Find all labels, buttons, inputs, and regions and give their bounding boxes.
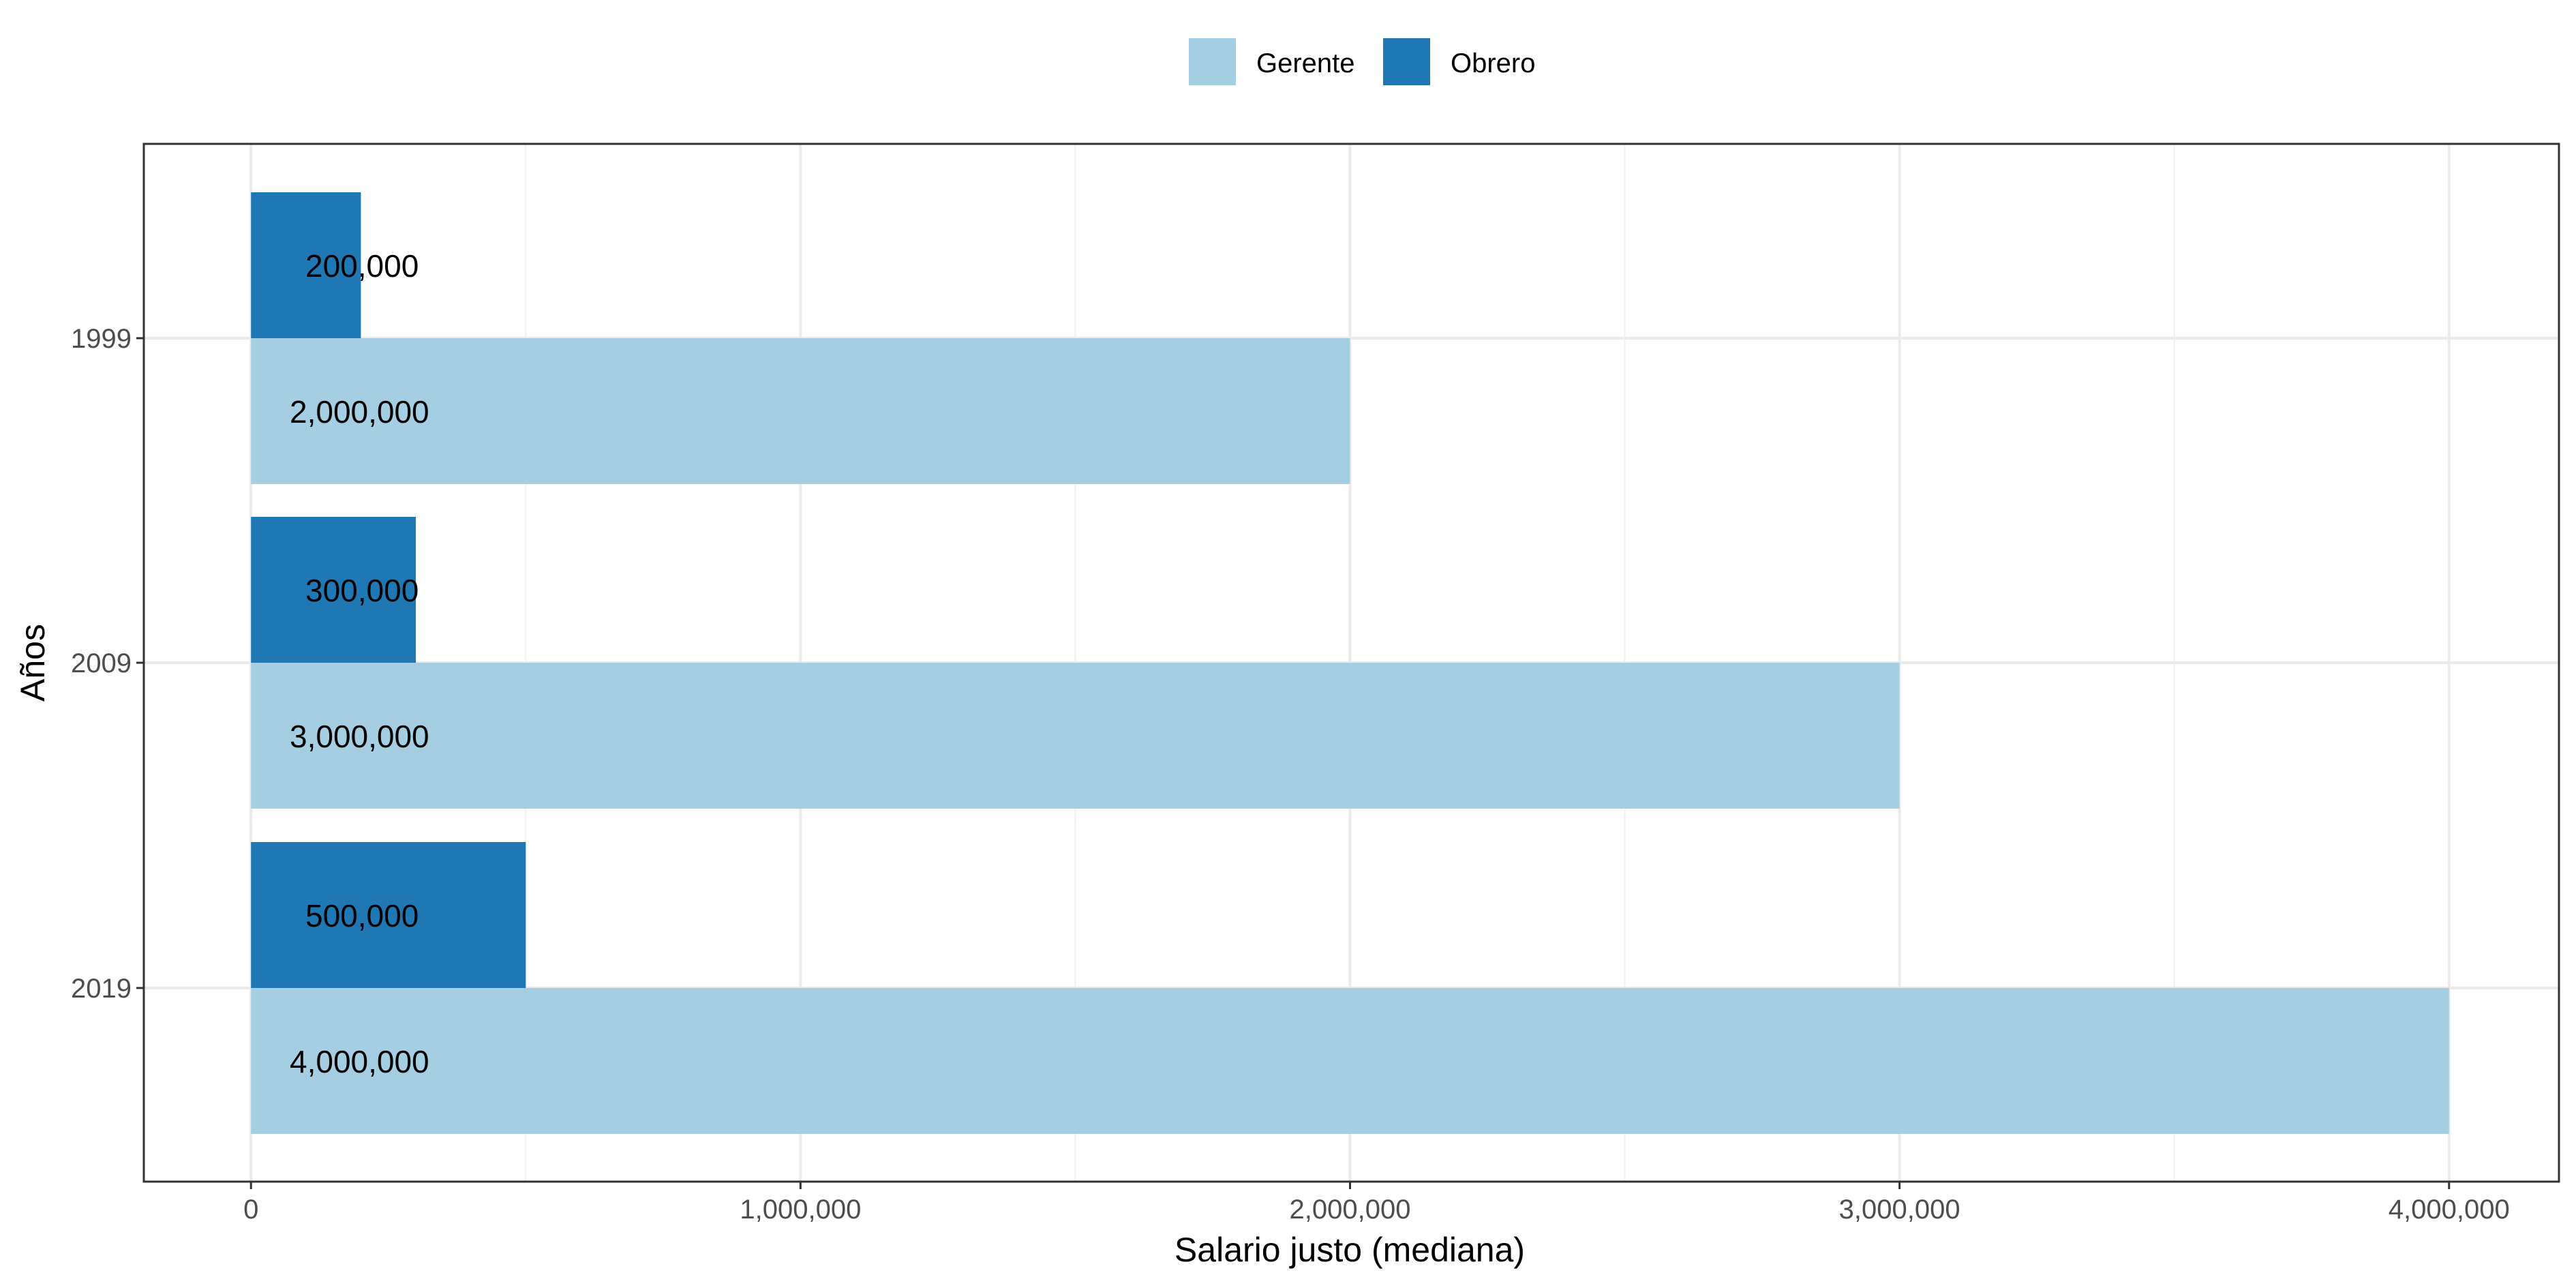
bar-gerente-1999 <box>251 338 1350 484</box>
x-axis-title: Salario justo (mediana) <box>1175 1231 1525 1269</box>
data-label-obrero-2009: 300,000 <box>305 573 419 608</box>
bar-obrero-1999 <box>251 192 361 338</box>
legend-key-gerente <box>1189 38 1236 85</box>
bar-gerente-2019 <box>251 988 2449 1134</box>
bar-obrero-2019 <box>251 842 526 988</box>
bar-obrero-2009 <box>251 517 416 663</box>
x-tick-label: 2,000,000 <box>1290 1195 1411 1225</box>
x-tick-label: 0 <box>243 1195 258 1225</box>
axes: 0 1,000,000 2,000,000 3,000,000 4,000,000 199… <box>71 324 2510 1225</box>
legend-label-obrero: Obrero <box>1451 48 1536 78</box>
data-label-obrero-2019: 500,000 <box>305 898 419 933</box>
y-tick-label-1999: 1999 <box>71 324 132 354</box>
x-tick-label: 1,000,000 <box>740 1195 861 1225</box>
y-tick-label-2019: 2019 <box>71 974 132 1004</box>
legend-label-gerente: Gerente <box>1256 48 1355 78</box>
x-tick-label: 3,000,000 <box>1839 1195 1960 1225</box>
data-label-gerente-1999: 2,000,000 <box>290 394 429 430</box>
data-label-gerente-2009: 3,000,000 <box>290 719 429 754</box>
data-label-obrero-1999: 200,000 <box>305 248 419 284</box>
y-axis-title: Años <box>14 624 52 702</box>
y-tick-label-2009: 2009 <box>71 648 132 678</box>
legend: Gerente Obrero <box>1189 38 1536 85</box>
data-label-gerente-2019: 4,000,000 <box>290 1044 429 1079</box>
bar-gerente-2009 <box>251 663 1900 809</box>
x-tick-label: 4,000,000 <box>2389 1195 2510 1225</box>
legend-key-obrero <box>1383 38 1430 85</box>
plot-panel: 200,000 2,000,000 300,000 3,000,000 500,000 4… <box>142 143 2560 1183</box>
